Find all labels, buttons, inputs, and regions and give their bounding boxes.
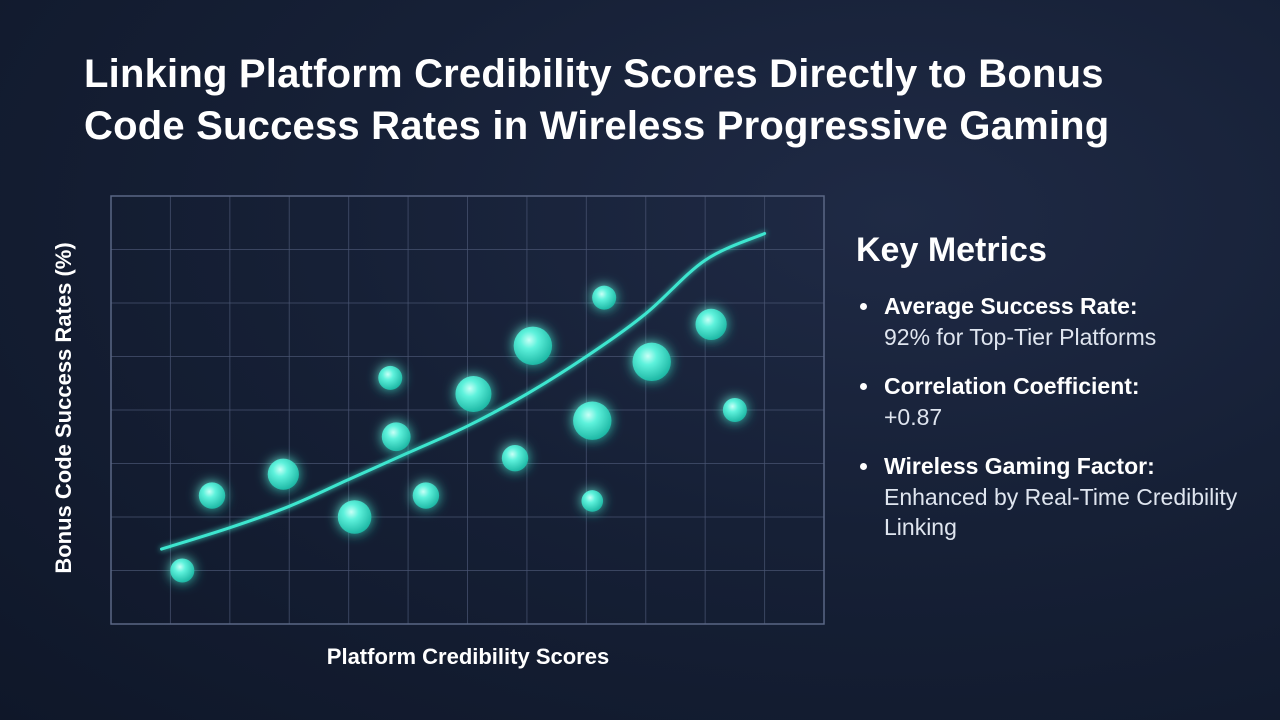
- data-point: [198, 482, 226, 509]
- metric-label: Correlation Coefficient:: [884, 373, 1140, 399]
- metric-label: Wireless Gaming Factor:: [884, 453, 1155, 479]
- data-point: [581, 490, 604, 512]
- y-axis-label: Bonus Code Success Rates (%): [51, 242, 76, 574]
- data-point: [592, 285, 617, 310]
- plot-frame: [110, 195, 825, 625]
- data-point: [632, 342, 671, 382]
- metric-correlation-coefficient: Correlation Coefficient: +0.87: [856, 370, 1256, 432]
- data-point: [412, 482, 440, 509]
- data-point: [501, 444, 529, 472]
- data-point: [337, 500, 372, 534]
- data-point: [267, 458, 299, 490]
- bullet-icon: [860, 303, 867, 310]
- metric-value: 92% for Top-Tier Platforms: [884, 324, 1157, 350]
- data-point: [381, 422, 411, 452]
- metric-value: Enhanced by Real-Time Credibility Linkin…: [884, 484, 1238, 540]
- data-point: [378, 365, 403, 390]
- x-axis-label: Platform Credibility Scores: [326, 644, 610, 669]
- trendline: [160, 231, 767, 551]
- metric-label: Average Success Rate:: [884, 293, 1138, 319]
- data-point: [513, 326, 553, 365]
- trendline-layer: [160, 231, 767, 551]
- data-point: [695, 308, 727, 340]
- chart-canvas: [110, 195, 825, 625]
- data-point: [170, 558, 195, 583]
- data-point: [573, 401, 612, 440]
- data-point: [455, 375, 492, 412]
- bullet-icon: [860, 463, 867, 470]
- metric-value: +0.87: [884, 404, 943, 430]
- key-metrics-heading: Key Metrics: [856, 231, 1047, 269]
- data-point: [722, 398, 747, 422]
- metric-wireless-gaming-factor: Wireless Gaming Factor: Enhanced by Real…: [856, 450, 1256, 542]
- data-points-layer: [170, 285, 747, 583]
- scatter-chart: [40, 180, 840, 680]
- metric-average-success-rate: Average Success Rate: 92% for Top-Tier P…: [856, 290, 1256, 352]
- key-metrics-panel: Key Metrics Average Success Rate: 92% fo…: [856, 228, 1256, 560]
- page-title: Linking Platform Credibility Scores Dire…: [84, 52, 1110, 148]
- bullet-icon: [860, 383, 867, 390]
- chart-grid: [111, 196, 824, 624]
